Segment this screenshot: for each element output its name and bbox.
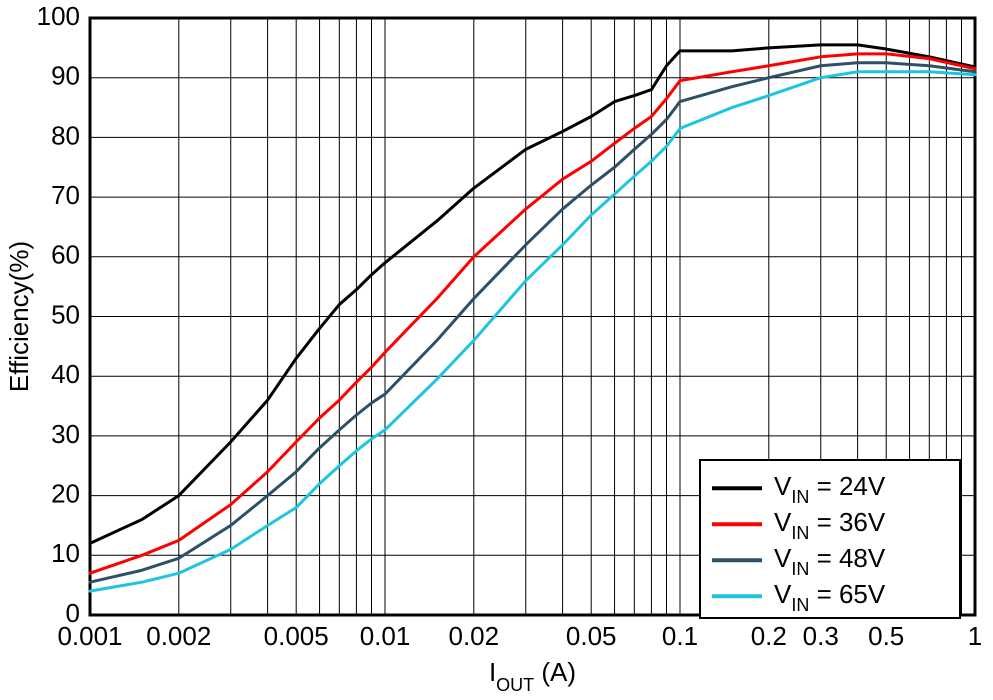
- y-tick-label: 100: [37, 1, 80, 31]
- y-tick-label: 40: [51, 359, 80, 389]
- x-tick-label: 0.002: [146, 621, 211, 651]
- x-tick-label: 1: [968, 621, 982, 651]
- x-tick-label: 0.02: [448, 621, 499, 651]
- x-tick-label: 0.3: [803, 621, 839, 651]
- y-tick-label: 10: [51, 538, 80, 568]
- y-tick-label: 70: [51, 180, 80, 210]
- chart-svg: 01020304050607080901000.0010.0020.0050.0…: [0, 0, 993, 700]
- x-tick-label: 0.5: [868, 621, 904, 651]
- x-tick-label: 0.1: [662, 621, 698, 651]
- x-tick-label: 0.005: [264, 621, 329, 651]
- y-tick-label: 80: [51, 120, 80, 150]
- x-tick-label: 0.05: [566, 621, 617, 651]
- y-axis-label: Efficiency(%): [4, 241, 34, 392]
- efficiency-chart: 01020304050607080901000.0010.0020.0050.0…: [0, 0, 993, 700]
- y-tick-label: 60: [51, 240, 80, 270]
- y-tick-label: 20: [51, 478, 80, 508]
- y-tick-label: 50: [51, 299, 80, 329]
- x-tick-label: 0.01: [360, 621, 411, 651]
- x-tick-label: 0.2: [751, 621, 787, 651]
- y-tick-label: 30: [51, 419, 80, 449]
- x-tick-label: 0.001: [57, 621, 122, 651]
- y-tick-label: 90: [51, 61, 80, 91]
